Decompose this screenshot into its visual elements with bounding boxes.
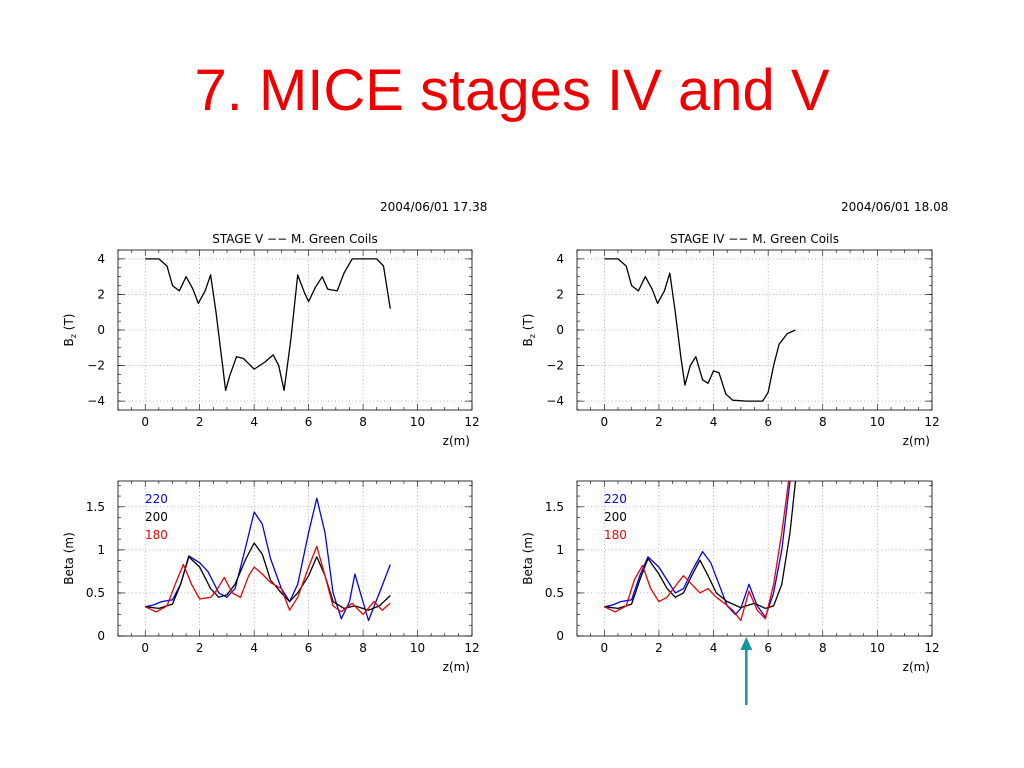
x-tick-label: 0 bbox=[600, 415, 608, 429]
x-tick-label: 6 bbox=[305, 641, 313, 655]
y-tick-label: 0 bbox=[97, 323, 105, 337]
x-tick-label: 0 bbox=[600, 641, 608, 655]
x-tick-label: 0 bbox=[141, 415, 149, 429]
legend-entry-180: 180 bbox=[145, 528, 168, 542]
y-axis-label: Beta (m) bbox=[521, 532, 535, 585]
x-tick-label: 12 bbox=[464, 415, 479, 429]
legend-entry-200: 200 bbox=[145, 510, 168, 524]
y-tick-label: 2 bbox=[97, 287, 105, 301]
x-tick-label: 6 bbox=[764, 641, 772, 655]
x-tick-label: 6 bbox=[764, 415, 772, 429]
legend-entry-220: 220 bbox=[145, 492, 168, 506]
slide-title: 7. MICE stages IV and V bbox=[194, 58, 830, 123]
x-tick-label: 8 bbox=[359, 415, 367, 429]
plot-frame bbox=[117, 480, 473, 637]
y-tick-label: −4 bbox=[87, 394, 105, 408]
legend-entry-180: 180 bbox=[604, 528, 627, 542]
y-tick-label: 1.5 bbox=[86, 500, 105, 514]
chart-title: STAGE IV −− M. Green Coils bbox=[670, 232, 839, 246]
y-tick-label: 0 bbox=[556, 323, 564, 337]
y-tick-label: 0.5 bbox=[545, 586, 564, 600]
chart-panel-1: 0 2 4 6 8 10 12 z(m) −4 −2 0 2 4 Bz (T) STAGE V −− M. … bbox=[62, 232, 480, 448]
x-tick-label: 6 bbox=[305, 415, 313, 429]
y-tick-label: 4 bbox=[97, 252, 105, 266]
y-tick-label: 1 bbox=[556, 543, 564, 557]
y-tick-label: 1 bbox=[97, 543, 105, 557]
series-line-180 bbox=[144, 545, 391, 616]
legend-entry-200: 200 bbox=[604, 510, 627, 524]
y-tick-label: 2 bbox=[556, 287, 564, 301]
chart-panel-2: 0 2 4 6 8 10 12 z(m) −4 −2 0 2 4 Bz (T) STAGE IV −− M.… bbox=[521, 232, 940, 448]
plot-frame bbox=[576, 480, 933, 637]
x-axis-label: z(m) bbox=[443, 434, 470, 448]
x-axis-label: z(m) bbox=[903, 660, 930, 674]
legend-entry-220: 220 bbox=[604, 492, 627, 506]
x-tick-label: 4 bbox=[710, 415, 718, 429]
x-tick-label: 8 bbox=[819, 641, 827, 655]
series-line-200 bbox=[145, 542, 391, 611]
y-tick-label: 0 bbox=[97, 629, 105, 643]
x-tick-label: 4 bbox=[250, 641, 258, 655]
x-tick-label: 12 bbox=[924, 415, 939, 429]
x-axis-label: z(m) bbox=[903, 434, 930, 448]
chart-panel-3: 0 2 4 6 8 10 12 z(m) 0 0.5 1 1.5 Beta (m) 220 200 180 bbox=[62, 480, 480, 674]
x-tick-label: 10 bbox=[410, 415, 425, 429]
y-tick-label: 1.5 bbox=[545, 500, 564, 514]
y-axis-label: Bz (T) bbox=[521, 314, 537, 347]
y-tick-label: 4 bbox=[556, 252, 564, 266]
chart-title: STAGE V −− M. Green Coils bbox=[212, 232, 377, 246]
x-tick-label: 12 bbox=[924, 641, 939, 655]
x-tick-label: 12 bbox=[464, 641, 479, 655]
x-tick-label: 4 bbox=[250, 415, 258, 429]
x-tick-label: 8 bbox=[359, 641, 367, 655]
annotation-arrow-head bbox=[740, 637, 753, 650]
x-tick-label: 10 bbox=[870, 641, 885, 655]
y-tick-label: −2 bbox=[546, 359, 564, 373]
x-tick-label: 2 bbox=[196, 415, 204, 429]
y-axis-label: Beta (m) bbox=[62, 532, 76, 585]
series-line-1 bbox=[145, 258, 391, 392]
y-axis-label: Bz (T) bbox=[62, 314, 78, 347]
series-line-200 bbox=[604, 481, 797, 610]
chart-panel-4: 0 2 4 6 8 10 12 z(m) 0 0.5 1 1.5 Beta (m) 220 200 180 bbox=[521, 480, 940, 705]
y-tick-label: −4 bbox=[546, 394, 564, 408]
x-tick-label: 2 bbox=[655, 415, 663, 429]
timestamp-left: 2004/06/01 17.38 bbox=[380, 200, 488, 214]
x-tick-label: 2 bbox=[196, 641, 204, 655]
x-axis-label: z(m) bbox=[443, 660, 470, 674]
series-line-220 bbox=[145, 497, 391, 622]
x-tick-label: 0 bbox=[141, 641, 149, 655]
y-tick-label: 0 bbox=[556, 629, 564, 643]
y-tick-label: 0.5 bbox=[86, 586, 105, 600]
x-tick-label: 10 bbox=[870, 415, 885, 429]
series-line-180 bbox=[604, 481, 790, 622]
x-tick-label: 4 bbox=[710, 641, 718, 655]
y-tick-label: −2 bbox=[87, 359, 105, 373]
timestamp-right: 2004/06/01 18.08 bbox=[841, 200, 949, 214]
x-tick-label: 10 bbox=[410, 641, 425, 655]
x-tick-label: 2 bbox=[655, 641, 663, 655]
x-tick-label: 8 bbox=[819, 415, 827, 429]
series-line-220 bbox=[604, 481, 791, 618]
series-line-1 bbox=[604, 258, 796, 402]
